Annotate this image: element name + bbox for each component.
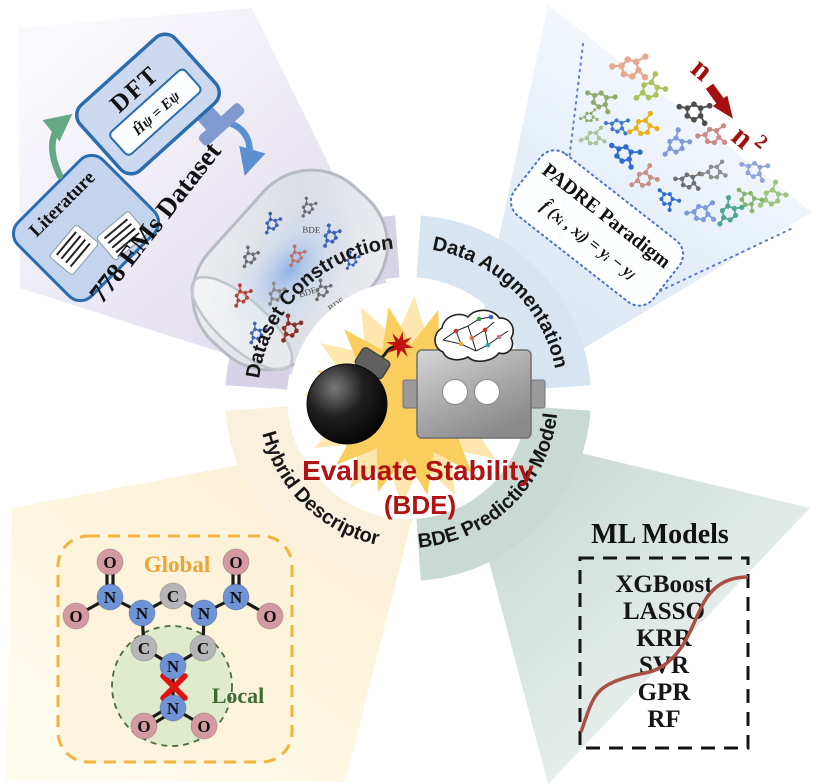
atom-label: N [167,657,180,676]
atom-circle [189,634,217,662]
atom-circle [62,602,90,630]
dotted-border-left [558,43,584,245]
bde-tag: BDE [302,225,321,236]
prediction-curve [579,575,749,733]
robot-eye-right [474,379,500,405]
atom-label: O [197,717,210,736]
atom-label: O [263,607,276,626]
spark-icon [386,331,414,359]
atom-label: N [230,588,243,607]
open-book-icon [49,211,147,275]
center-subtitle: (BDE) [384,490,456,520]
spark-star [386,331,414,359]
robot-eye-left [442,379,468,405]
capsule-rim [190,275,294,372]
atom-label: C [167,587,179,606]
atom-label: C [138,639,150,658]
dotted-border-bottom [659,226,796,292]
bond-break-x-icon [160,673,188,701]
atom-circle [190,599,218,627]
atom-circle [130,634,158,662]
atom-label: O [69,607,82,626]
monitor-base [198,103,245,146]
atom-label: O [103,553,116,572]
atom-label: N [136,604,149,623]
ring-segment-hybrid-descriptor [225,405,401,581]
atom-label: N [104,588,117,607]
atom-circle [222,548,250,576]
ml-model-item: RF [647,706,680,733]
arrow-literature-to-dft [42,113,73,180]
literature-card: Literature [11,153,161,303]
atom-circle [256,602,284,630]
robot-head-icon [402,309,546,439]
atom-circle [159,694,187,722]
ml-model-item: LASSO [623,598,705,625]
atom-circle [159,652,187,680]
atom-circle [222,583,250,611]
dft-formula-box [109,68,202,156]
ml-model-item: KRR [636,625,693,652]
brain-icon [434,309,514,362]
ml-model-item: GPR [638,679,692,706]
global-label: Global [144,552,210,577]
monitor-stand [196,105,224,133]
center-title: Evaluate Stability [302,455,534,486]
atom-circle [96,583,124,611]
atom-circle [190,712,218,740]
local-label: Local [212,683,265,708]
dft-monitor: DFT Ĥψ = Eψ [75,32,245,176]
red-arrow-icon [705,83,733,119]
atom-label: O [137,717,150,736]
atom-label: N [167,699,180,718]
ml-models-box [578,556,750,750]
bomb-icon [306,331,414,445]
n-label: n [685,50,721,88]
ml-models-heading: ML Models [591,519,729,550]
atom-label: N [198,604,211,623]
ring-segment-data-augmentation [415,215,591,391]
atom-label: C [197,639,209,658]
atom-label: O [229,553,242,572]
ring-segment-bde-prediction [415,405,591,581]
atom-circle [159,582,187,610]
ml-model-item: XGBoost [615,571,713,598]
atom-circle [128,599,156,627]
atom-circle [130,712,158,740]
atom-circle [96,548,124,576]
